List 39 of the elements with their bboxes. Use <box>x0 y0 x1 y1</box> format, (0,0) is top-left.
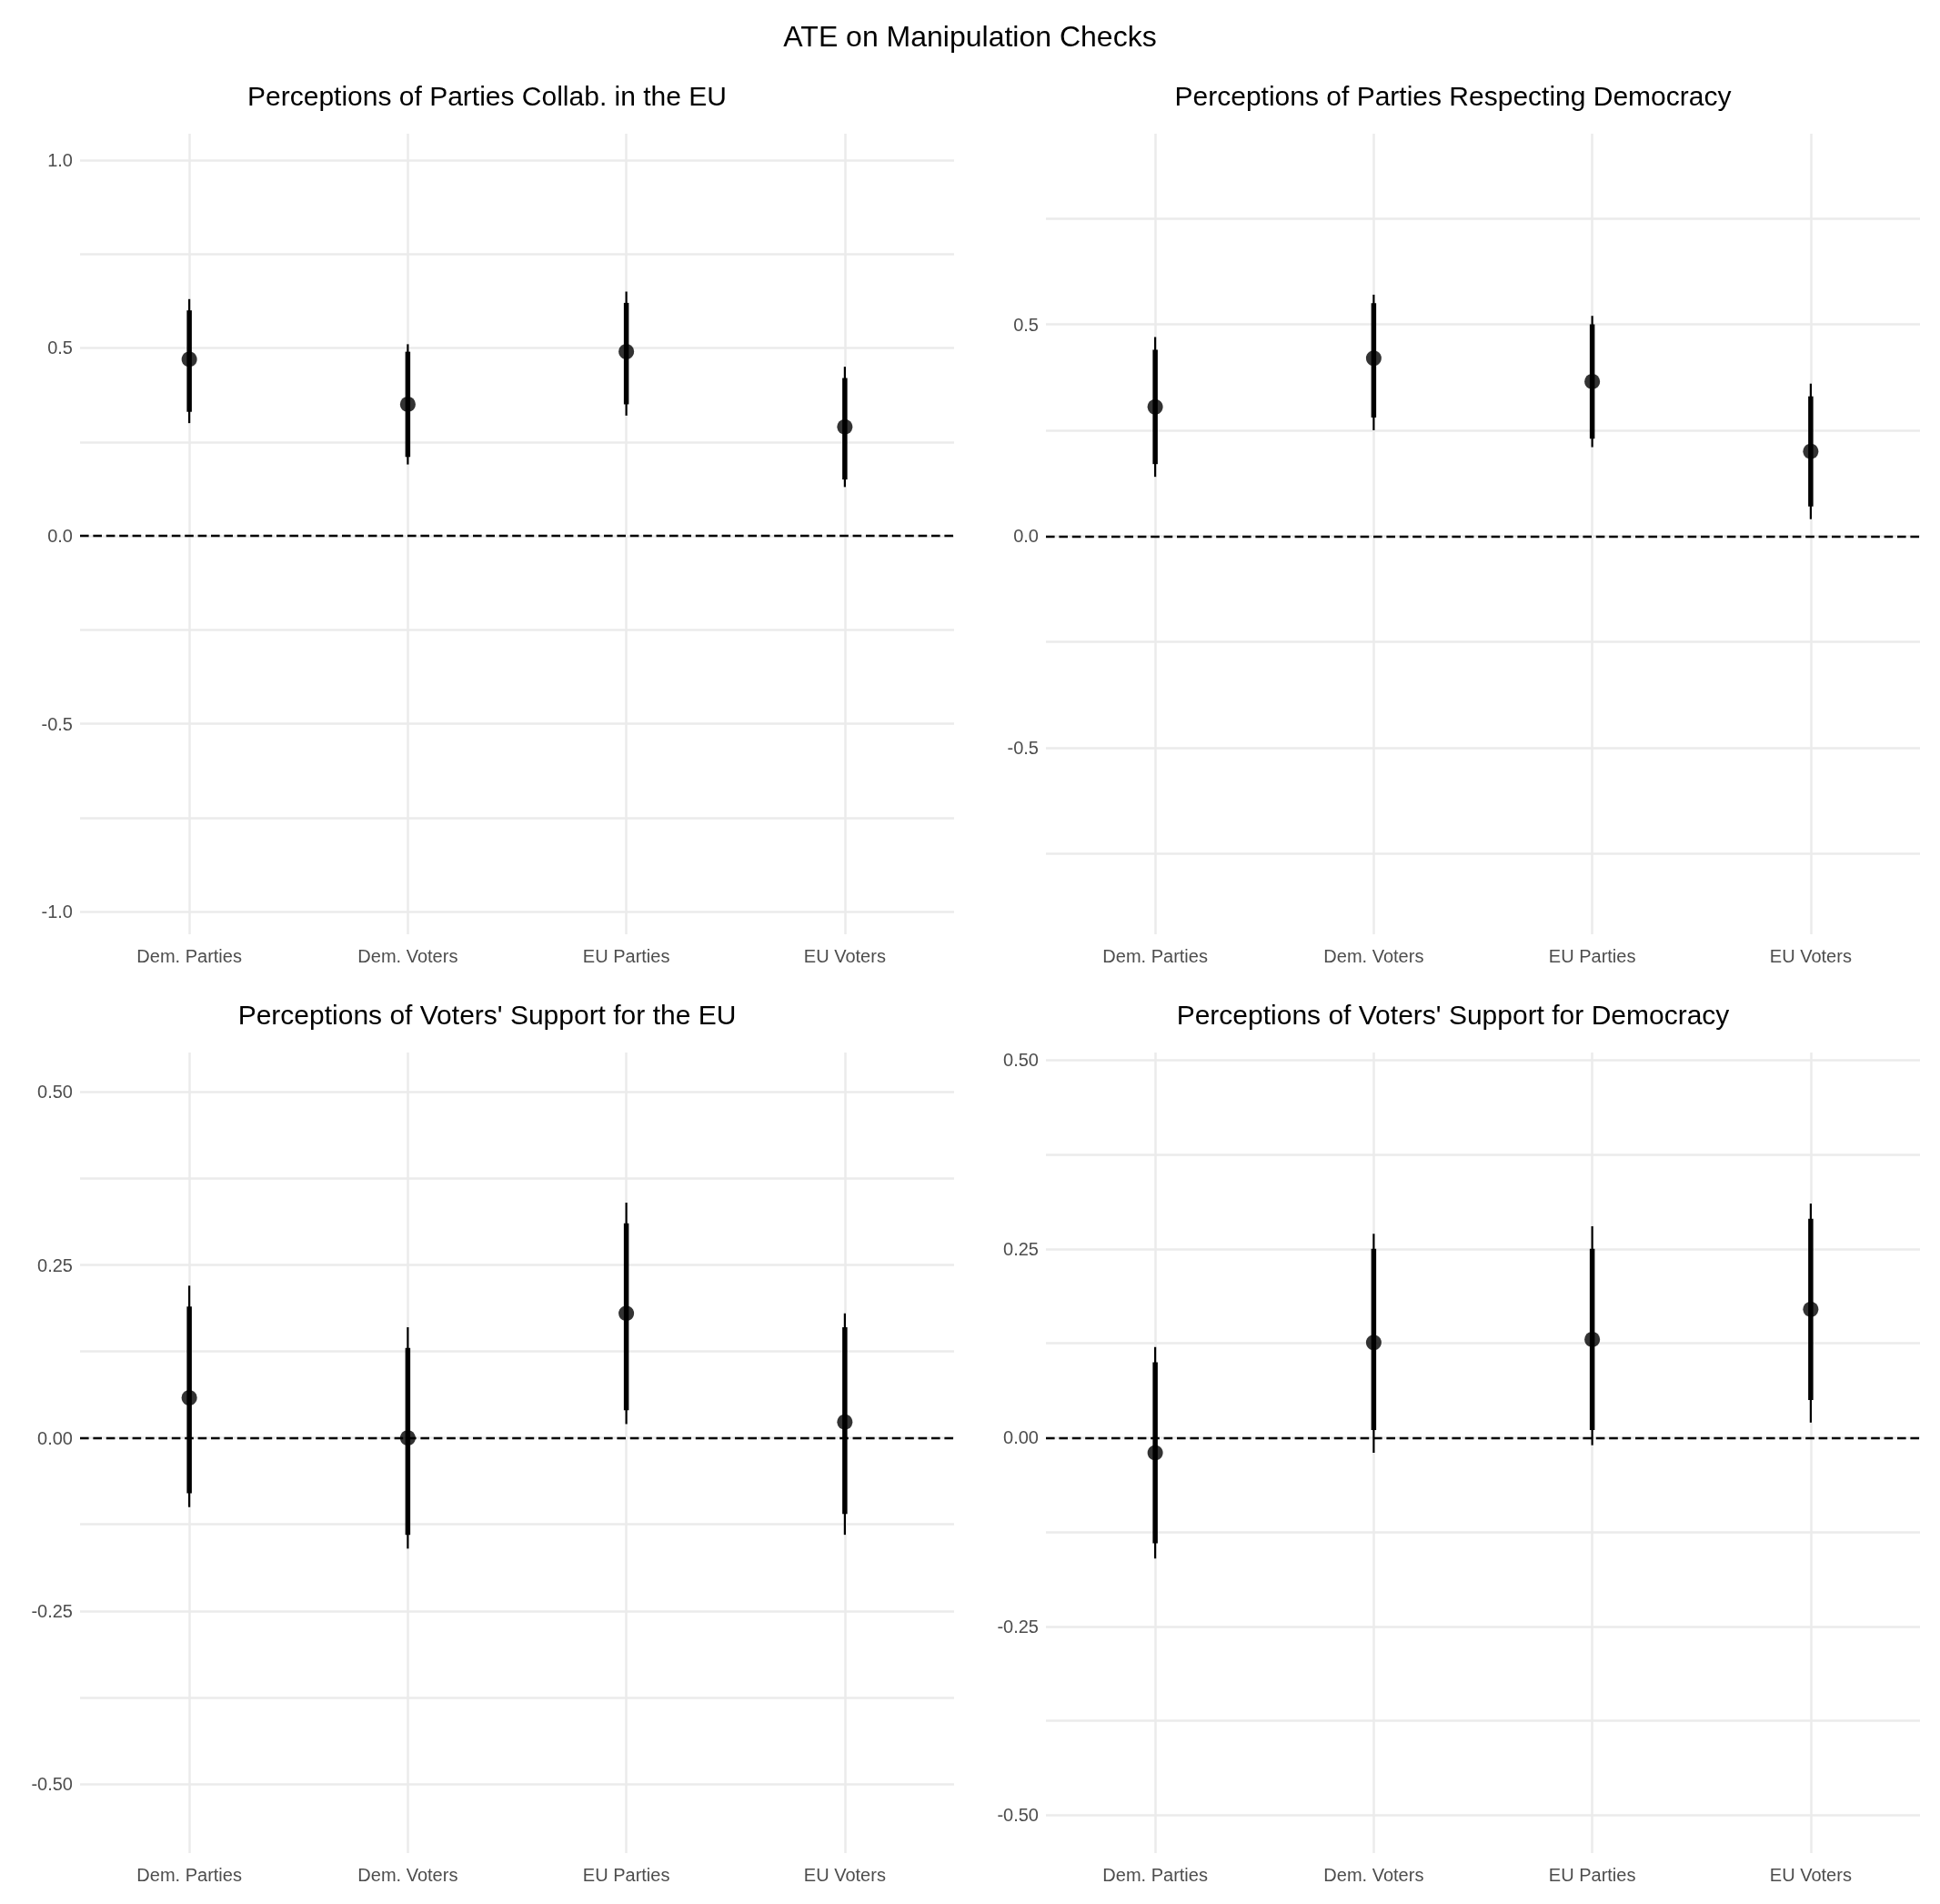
chart-title: Perceptions of Parties Respecting Democracy <box>1174 80 1732 111</box>
x-tick-label: Dem. Voters <box>357 946 458 966</box>
y-tick-label: 0.00 <box>37 1427 73 1448</box>
x-tick-label: EU Parties <box>1548 946 1636 966</box>
x-tick-label: EU Voters <box>1769 1865 1852 1885</box>
x-tick-label: EU Parties <box>1548 1865 1636 1885</box>
y-tick-label: -1.0 <box>41 902 73 922</box>
y-tick-label: 0.50 <box>37 1082 73 1103</box>
x-tick-label: Dem. Voters <box>357 1865 458 1885</box>
y-tick-label: -0.50 <box>31 1773 73 1794</box>
x-tick-label: Dem. Voters <box>1323 946 1424 966</box>
y-tick-label: 0.25 <box>1003 1238 1039 1259</box>
y-tick-label: 0.25 <box>37 1254 73 1275</box>
text: ATE on Manipulation Checks <box>782 19 1158 55</box>
x-tick-label: Dem. Parties <box>136 1865 242 1885</box>
y-tick-label: 1.0 <box>47 149 73 170</box>
y-tick-label: 0.5 <box>1013 314 1039 335</box>
chart-title: Perceptions of Voters' Support for Democracy <box>1176 999 1730 1030</box>
x-tick-label: EU Voters <box>803 1865 886 1885</box>
x-tick-label: Dem. Voters <box>1323 1865 1424 1885</box>
x-tick-label: EU Parties <box>582 946 670 966</box>
y-tick-label: 0.5 <box>47 337 73 358</box>
x-tick-label: EU Voters <box>1769 946 1852 966</box>
y-tick-label: -0.25 <box>31 1600 73 1621</box>
x-tick-label: EU Voters <box>803 946 886 966</box>
x-tick-label: Dem. Parties <box>1102 1865 1208 1885</box>
y-tick-label: -0.5 <box>41 713 73 734</box>
chart-title: Perceptions of Voters' Support for the EU <box>237 999 737 1030</box>
x-tick-label: Dem. Parties <box>1102 946 1208 966</box>
chart-title: Perceptions of Parties Collab. in the EU <box>247 80 727 111</box>
y-tick-label: -0.25 <box>997 1616 1039 1637</box>
y-tick-label: 0.0 <box>47 526 73 547</box>
x-tick-label: EU Parties <box>582 1865 670 1885</box>
y-tick-label: -0.50 <box>997 1805 1039 1826</box>
y-tick-label: 0.00 <box>1003 1427 1039 1448</box>
y-tick-label: 0.0 <box>1013 526 1039 547</box>
y-tick-label: 0.50 <box>1003 1050 1039 1071</box>
x-tick-label: Dem. Parties <box>136 946 242 966</box>
y-tick-label: -0.5 <box>1007 738 1039 759</box>
